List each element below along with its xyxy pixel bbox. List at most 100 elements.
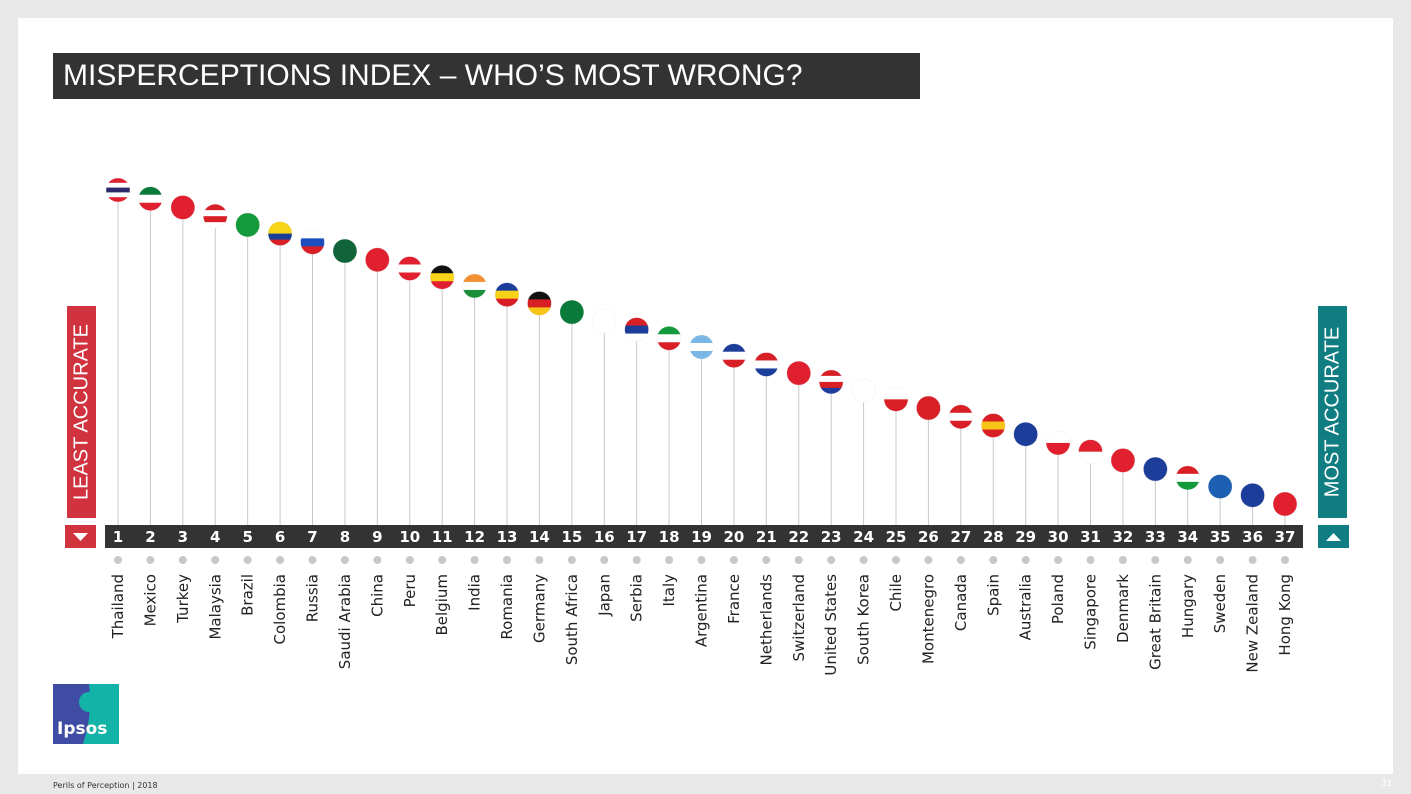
country-label: Hong Kong bbox=[1276, 574, 1294, 656]
country-label: Sweden bbox=[1211, 574, 1229, 633]
country-label: Colombia bbox=[271, 574, 289, 645]
tick-dot bbox=[600, 556, 609, 564]
rank-label: 28 bbox=[983, 528, 1004, 546]
tick-dot bbox=[567, 556, 576, 564]
ranking-chart: 1 Thailand 2 Mexico 3 Turkey 4 Malaysia 5 Brazil 6… bbox=[106, 178, 1297, 676]
country-label: Montenegro bbox=[919, 574, 937, 664]
tick-dot bbox=[470, 556, 479, 564]
tick-dot bbox=[924, 556, 933, 564]
country-label: Canada bbox=[952, 574, 970, 631]
rank-label: 14 bbox=[529, 528, 550, 546]
country-label: Hungary bbox=[1179, 574, 1197, 638]
rank-label: 15 bbox=[561, 528, 582, 546]
flag-china bbox=[365, 247, 390, 272]
country-label: Germany bbox=[530, 574, 548, 643]
country-label: Saudi Arabia bbox=[336, 574, 354, 669]
tick-dot bbox=[405, 556, 414, 564]
tick-dot bbox=[1216, 556, 1225, 564]
tick-dot bbox=[1183, 556, 1192, 564]
flag-switzerland bbox=[786, 361, 811, 386]
tick-dot bbox=[697, 556, 706, 564]
rank-label: 21 bbox=[756, 528, 777, 546]
up-arrow-icon bbox=[1318, 525, 1349, 548]
flag-belgium bbox=[430, 265, 455, 290]
country-label: Russia bbox=[304, 574, 322, 622]
rank-label: 13 bbox=[497, 528, 518, 546]
flag-romania bbox=[495, 282, 519, 307]
rank-label: 7 bbox=[307, 528, 317, 546]
flag-mexico bbox=[138, 186, 163, 211]
tick-dot bbox=[762, 556, 771, 564]
tick-dot bbox=[535, 556, 544, 564]
country-label: Spain bbox=[984, 574, 1002, 616]
tick-dot bbox=[308, 556, 317, 564]
flag-south-africa bbox=[559, 300, 584, 325]
rank-label: 8 bbox=[340, 528, 350, 546]
country-label: New Zealand bbox=[1244, 574, 1262, 673]
country-label: Switzerland bbox=[790, 574, 808, 662]
flag-serbia bbox=[624, 317, 649, 342]
country-label: Argentina bbox=[693, 574, 711, 647]
country-label: Italy bbox=[660, 574, 678, 607]
rank-label: 31 bbox=[1080, 528, 1101, 546]
country-label: Great Britain bbox=[1146, 574, 1164, 670]
flag-malaysia bbox=[203, 204, 228, 229]
rank-label: 1 bbox=[113, 528, 123, 546]
rank-label: 22 bbox=[788, 528, 809, 546]
tick-dot bbox=[1281, 556, 1289, 564]
rank-label: 24 bbox=[853, 528, 874, 546]
country-label: Singapore bbox=[1082, 574, 1100, 650]
flag-netherlands bbox=[754, 352, 779, 377]
flag-chile bbox=[884, 387, 908, 412]
rank-label: 17 bbox=[626, 528, 647, 546]
tick-dot bbox=[665, 556, 674, 564]
rank-label: 16 bbox=[594, 528, 615, 546]
flag-thailand bbox=[106, 178, 130, 202]
country-label: Malaysia bbox=[206, 574, 224, 640]
tick-dot bbox=[373, 556, 382, 564]
rank-label: 5 bbox=[242, 528, 252, 546]
flag-hungary bbox=[1175, 465, 1200, 490]
flag-colombia bbox=[268, 221, 293, 246]
tick-dot bbox=[276, 556, 285, 564]
flag-japan bbox=[592, 308, 617, 333]
country-label: South Korea bbox=[855, 574, 873, 665]
flag-italy bbox=[657, 326, 682, 351]
country-label: Thailand bbox=[109, 574, 127, 639]
rank-label: 12 bbox=[464, 528, 485, 546]
rank-label: 37 bbox=[1275, 528, 1296, 546]
flag-united-states bbox=[819, 369, 844, 394]
rank-label: 3 bbox=[178, 528, 188, 546]
rank-label: 29 bbox=[1015, 528, 1036, 546]
tick-dot bbox=[892, 556, 900, 564]
tick-dot bbox=[859, 556, 868, 564]
rank-label: 30 bbox=[1048, 528, 1069, 546]
rank-label: 11 bbox=[432, 528, 453, 546]
flag-new-zealand bbox=[1240, 483, 1265, 508]
flag-great-britain bbox=[1143, 457, 1168, 482]
tick-dot bbox=[1086, 556, 1095, 564]
flag-canada bbox=[948, 404, 973, 429]
rank-label: 6 bbox=[275, 528, 285, 546]
flag-sweden bbox=[1208, 474, 1233, 499]
rank-label: 18 bbox=[659, 528, 680, 546]
footer-text: Perils of Perception | 2018 bbox=[53, 781, 158, 790]
flag-south-korea bbox=[851, 378, 876, 403]
rank-label: 33 bbox=[1145, 528, 1166, 546]
page-title: MISPERCEPTIONS INDEX – WHO’S MOST WRONG? bbox=[53, 53, 920, 99]
country-label: Romania bbox=[498, 574, 516, 640]
country-label: United States bbox=[822, 574, 840, 676]
page-number: 31 bbox=[1381, 779, 1393, 789]
rank-label: 36 bbox=[1242, 528, 1263, 546]
flag-argentina bbox=[689, 335, 714, 359]
country-label: Netherlands bbox=[757, 574, 775, 666]
rank-bar bbox=[105, 525, 1303, 548]
country-label: France bbox=[725, 574, 743, 624]
flag-turkey bbox=[170, 195, 195, 220]
rank-label: 26 bbox=[918, 528, 939, 546]
country-label: India bbox=[466, 574, 484, 611]
tick-dot bbox=[632, 556, 641, 564]
country-label: Peru bbox=[401, 574, 419, 607]
rank-label: 35 bbox=[1210, 528, 1231, 546]
rank-label: 4 bbox=[210, 528, 220, 546]
